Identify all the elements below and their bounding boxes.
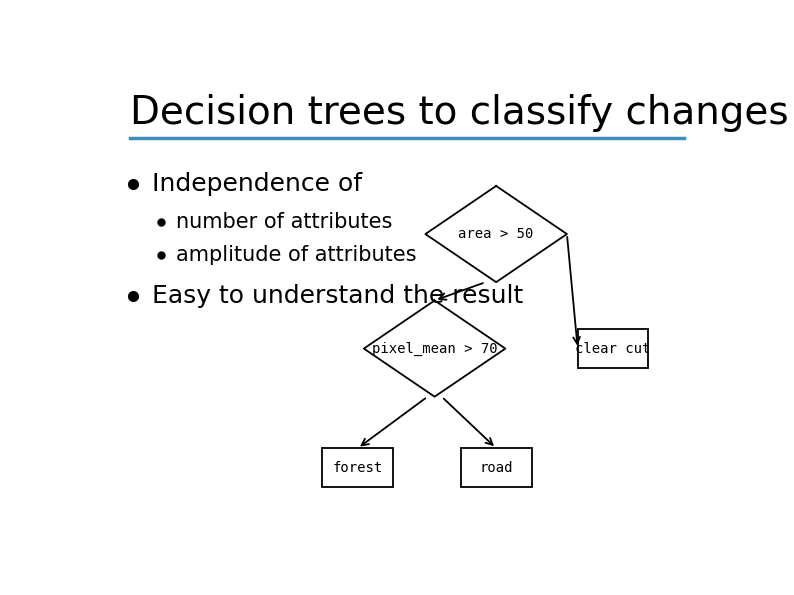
FancyBboxPatch shape (322, 448, 393, 487)
Text: area > 50: area > 50 (458, 227, 534, 241)
Text: forest: forest (333, 461, 383, 475)
Text: Independence of: Independence of (152, 171, 362, 196)
Text: Easy to understand the result: Easy to understand the result (152, 284, 522, 308)
Text: pixel_mean > 70: pixel_mean > 70 (372, 342, 497, 356)
FancyBboxPatch shape (461, 448, 531, 487)
Text: Decision trees to classify changes: Decision trees to classify changes (130, 94, 788, 132)
Text: amplitude of attributes: amplitude of attributes (176, 245, 417, 265)
FancyBboxPatch shape (578, 329, 649, 368)
Text: clear cut: clear cut (576, 342, 651, 356)
Text: number of attributes: number of attributes (176, 212, 392, 231)
Text: road: road (480, 461, 513, 475)
